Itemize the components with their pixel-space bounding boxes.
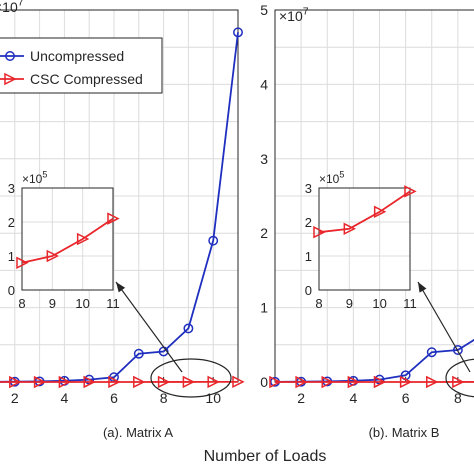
- csc-compressed-point: [295, 375, 308, 389]
- csc-compressed-point: [157, 375, 171, 389]
- zoom-arrow-line: [417, 281, 471, 373]
- inset-csc-compressed-point: [107, 212, 120, 225]
- inset-frame-border: [21, 187, 114, 291]
- csc-compressed-point: [452, 375, 465, 389]
- inset-csc-compressed-point: [373, 205, 387, 219]
- zoom-arrow-line: [115, 281, 183, 373]
- csc-compressed-point: [133, 375, 146, 389]
- uncompressed-point: [208, 235, 219, 246]
- x-tick-label: 10: [205, 390, 221, 406]
- inset-csc-compressed-point: [46, 249, 60, 263]
- csc-compressed-point: [207, 375, 220, 389]
- x-tick-label: 8: [454, 390, 462, 406]
- inset-x-tick-label: 11: [403, 296, 417, 311]
- csc-compressed-point: [58, 375, 72, 389]
- y-tick-label: 0: [260, 374, 268, 390]
- inset-y-tick-label: 1: [305, 249, 312, 264]
- inset-x-tick-label: 11: [106, 296, 120, 311]
- inset-frame: [318, 187, 411, 291]
- uncompressed-point: [426, 347, 437, 358]
- series-line-uncompressed: [274, 338, 474, 383]
- inset-chart: 8 9 10 11 0 1 2 3 ×105: [8, 170, 120, 311]
- panel-matrix-a: 2 4 6 8 10 ×107 8 9 10 11 0 1 2 3 ×105 Uncompressed CSC …: [0, 0, 245, 406]
- inset-x-tick-label: 9: [346, 296, 353, 311]
- uncompressed-point: [133, 348, 144, 359]
- y-tick-label: 2: [260, 225, 268, 241]
- inset-y-tick-label: 3: [305, 181, 312, 196]
- uncompressed-point: [233, 27, 243, 38]
- zoom-region-ellipse: [150, 358, 232, 398]
- inset-csc-compressed-point: [313, 225, 326, 239]
- x-tick-label: 4: [61, 390, 69, 406]
- x-tick-label: 6: [402, 390, 410, 406]
- legend-entry-label: CSC Compressed: [30, 71, 143, 87]
- inset-y-tick-label: 1: [8, 249, 15, 264]
- inset-csc-compressed-point: [76, 232, 90, 246]
- inset-y-tick-label: 0: [8, 283, 15, 298]
- uncompressed-point: [183, 323, 194, 334]
- legend-marker-triangle: [4, 72, 17, 86]
- csc-compressed-point: [321, 375, 334, 389]
- inset-y-exponent-label: ×105: [22, 170, 47, 186]
- csc-compressed-point: [269, 375, 282, 389]
- y-tick-label: 4: [260, 76, 268, 92]
- csc-compressed-point: [182, 375, 196, 389]
- inset-frame: [21, 187, 114, 291]
- inset-y-tick-label: 2: [305, 215, 312, 230]
- inset-csc-compressed-point: [343, 222, 357, 236]
- legend-entry-label: Uncompressed: [30, 48, 124, 64]
- csc-compressed-point: [426, 375, 439, 389]
- legend: Uncompressed CSC Compressed: [0, 37, 163, 94]
- csc-compressed-point: [108, 375, 121, 389]
- csc-compressed-point: [83, 375, 96, 389]
- zoom-arrow-head: [418, 282, 427, 293]
- csc-compressed-point: [399, 375, 413, 389]
- x-tick-label: 4: [349, 390, 357, 406]
- uncompressed-point: [452, 345, 463, 355]
- inset-x-tick-label: 10: [372, 296, 386, 311]
- y-tick-label: 5: [260, 2, 268, 18]
- inset-series-line: [318, 190, 411, 234]
- inset-frame-border: [318, 187, 411, 291]
- inset-csc-compressed-point: [16, 256, 29, 270]
- x-tick-label: 6: [110, 390, 118, 406]
- y-tick-label: 1: [260, 300, 268, 316]
- zoom-region-ellipse: [445, 358, 474, 398]
- y-tick-label: 3: [260, 151, 268, 167]
- csc-compressed-point: [9, 375, 22, 389]
- caption-matrix-a: (a). Matrix A: [103, 425, 173, 440]
- legend-marker-circle: [5, 51, 15, 61]
- inset-y-tick-label: 2: [8, 215, 15, 230]
- csc-compressed-point: [373, 375, 387, 389]
- csc-compressed-point: [232, 375, 245, 389]
- x-tick-label: 8: [160, 390, 168, 406]
- inset-x-tick-label: 9: [49, 296, 56, 311]
- y-exponent-label: ×107: [0, 0, 24, 15]
- inset-csc-compressed-point: [404, 185, 417, 198]
- caption-matrix-b: (b). Matrix B: [369, 425, 440, 440]
- csc-compressed-point: [347, 375, 361, 389]
- x-tick-label: 2: [297, 390, 305, 406]
- legend-box: [0, 37, 163, 94]
- inset-y-exponent-label: ×105: [319, 170, 344, 186]
- inset-y-tick-label: 0: [305, 283, 312, 298]
- inset-y-tick-label: 3: [8, 181, 15, 196]
- zoom-arrow-head: [116, 282, 126, 293]
- inset-series-line: [21, 217, 114, 264]
- csc-compressed-point: [33, 375, 47, 389]
- inset-x-tick-label: 8: [315, 296, 322, 311]
- inset-x-tick-label: 8: [18, 296, 25, 311]
- inset-x-tick-label: 10: [75, 296, 89, 311]
- x-tick-label: 2: [11, 390, 19, 406]
- inset-chart: 8 9 10 11 0 1 2 3 ×105: [305, 170, 417, 311]
- shared-x-axis-label: Number of Loads: [204, 448, 327, 465]
- y-exponent-label: ×107: [279, 6, 309, 24]
